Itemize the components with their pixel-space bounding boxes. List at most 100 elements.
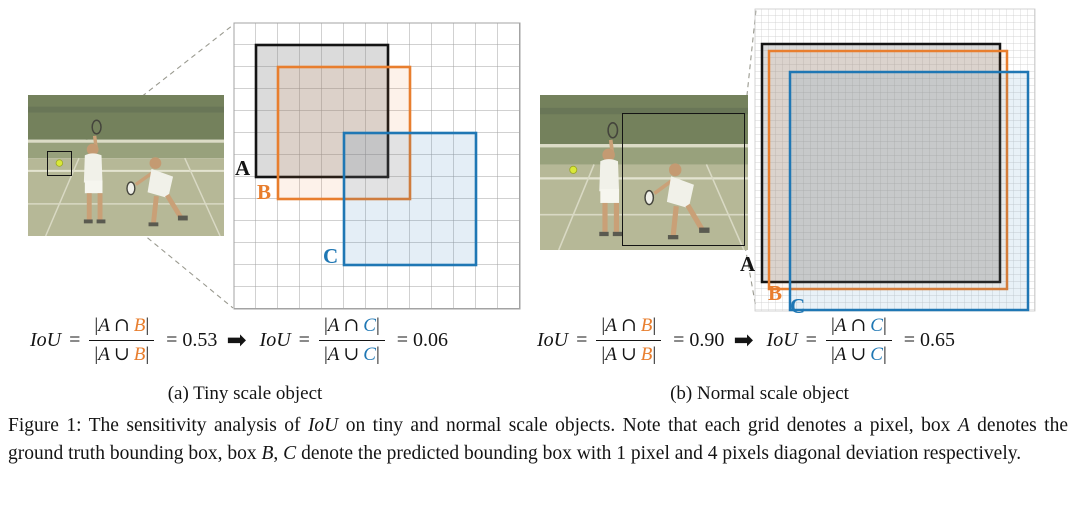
iou-symbol: IoU bbox=[537, 328, 569, 351]
pixel-grid-normal bbox=[754, 8, 1036, 312]
var-a: A bbox=[327, 343, 340, 365]
intersection-op: ∩ bbox=[343, 314, 360, 336]
var-a: A bbox=[605, 343, 617, 365]
player-left bbox=[599, 121, 623, 237]
tennis-scene bbox=[28, 95, 224, 236]
player-right bbox=[126, 157, 188, 227]
abs-bar: | bbox=[375, 343, 380, 365]
abs-bar: | bbox=[601, 343, 606, 365]
equals-sign: = bbox=[298, 328, 310, 351]
label-box-c: C bbox=[790, 294, 806, 318]
abs-bar: | bbox=[830, 315, 835, 336]
denominator: |A ∪ C| bbox=[826, 341, 892, 367]
iou-symbol: IoU bbox=[259, 328, 291, 351]
var-b: B bbox=[133, 315, 146, 336]
caption-text: Figure 1: The sensitivity analysis of bbox=[8, 415, 308, 436]
result-value: = 0.53 bbox=[166, 328, 218, 351]
caption-var-c: C bbox=[283, 443, 297, 465]
result-value: = 0.65 bbox=[903, 328, 956, 351]
intersection-op: ∩ bbox=[113, 314, 130, 336]
abs-bar: | bbox=[323, 315, 328, 336]
arrow-icon: ➡ bbox=[226, 326, 247, 355]
label-box-b: B bbox=[768, 281, 783, 305]
fraction: |A ∩ C| |A ∪ C| bbox=[825, 314, 892, 367]
denominator: |A ∪ C| bbox=[319, 341, 385, 367]
result-value: = 0.90 bbox=[673, 328, 725, 351]
caption-text: denote the predicted bounding box with 1… bbox=[296, 443, 1022, 465]
numerator: |A ∩ B| bbox=[596, 314, 662, 341]
label-box-a: A bbox=[740, 252, 756, 276]
label-box-a: A bbox=[235, 156, 251, 180]
union-op: ∪ bbox=[113, 342, 130, 365]
var-a: A bbox=[98, 315, 110, 336]
abs-bar: | bbox=[652, 343, 657, 365]
caption-text: on tiny and normal scale objects. Note t… bbox=[338, 415, 958, 436]
grid-cells bbox=[233, 22, 521, 310]
intersection-op: ∩ bbox=[850, 314, 867, 336]
abs-bar: | bbox=[882, 315, 887, 336]
fraction: |A ∩ C| |A ∪ C| bbox=[318, 314, 385, 367]
figure-caption: Figure 1: The sensitivity analysis of Io… bbox=[8, 412, 1068, 469]
abs-bar: | bbox=[830, 343, 835, 365]
box-a-ground-truth bbox=[760, 42, 1002, 284]
normal-object-bbox bbox=[622, 113, 745, 246]
var-a: A bbox=[834, 315, 847, 336]
iou-formula-a-b: IoU = |A ∩ B| |A ∪ B| = 0.53 bbox=[30, 314, 217, 367]
numerator: |A ∩ B| bbox=[89, 314, 155, 341]
iou-symbol: IoU bbox=[766, 328, 798, 351]
var-a: A bbox=[98, 343, 110, 365]
tennis-court-background bbox=[28, 95, 224, 236]
var-c: C bbox=[870, 315, 883, 336]
iou-formula-a-c: IoU = |A ∩ C| |A ∪ C| = 0.65 bbox=[767, 314, 956, 367]
tennis-ball bbox=[569, 165, 578, 174]
result-value: = 0.06 bbox=[396, 328, 449, 351]
equals-sign: = bbox=[805, 328, 817, 351]
var-a: A bbox=[605, 315, 617, 336]
pixel-grid-tiny bbox=[233, 22, 521, 310]
intersection-op: ∩ bbox=[620, 314, 637, 336]
formula-row-tiny: IoU = |A ∩ B| |A ∪ B| = 0.53 ➡ IoU = |A ∩ C| |… bbox=[30, 314, 448, 367]
denominator: |A ∪ B| bbox=[596, 341, 661, 367]
arrow-icon: ➡ bbox=[733, 326, 754, 355]
abs-bar: | bbox=[882, 343, 887, 365]
iou-symbol: IoU bbox=[30, 328, 62, 351]
var-c: C bbox=[363, 343, 376, 365]
iou-formula-a-c: IoU = |A ∩ C| |A ∪ C| = 0.06 bbox=[260, 314, 449, 367]
caption-text: denotes the ground truth bounding box, b… bbox=[8, 415, 1069, 465]
caption-var-a: A bbox=[957, 415, 970, 436]
abs-bar: | bbox=[601, 315, 606, 336]
abs-bar: | bbox=[145, 315, 150, 336]
abs-bar: | bbox=[323, 343, 328, 365]
var-a: A bbox=[834, 343, 847, 365]
var-c: C bbox=[870, 343, 883, 365]
caption-text: , bbox=[273, 443, 284, 465]
box-c-predicted bbox=[342, 131, 478, 267]
tennis-scene bbox=[540, 95, 748, 250]
subcaption-tiny: (a) Tiny scale object bbox=[167, 383, 323, 404]
tiny-object-bbox bbox=[47, 151, 72, 176]
var-b: B bbox=[133, 343, 146, 365]
box-b-predicted bbox=[767, 49, 1009, 291]
tennis-photo-normal bbox=[540, 95, 748, 250]
abs-bar: | bbox=[145, 343, 150, 365]
tennis-ball bbox=[55, 159, 64, 167]
abs-bar: | bbox=[375, 315, 380, 336]
abs-bar: | bbox=[652, 315, 657, 336]
numerator: |A ∩ C| bbox=[318, 314, 385, 341]
abs-bar: | bbox=[94, 343, 99, 365]
union-op: ∪ bbox=[620, 342, 637, 365]
var-b: B bbox=[640, 315, 653, 336]
union-op: ∪ bbox=[850, 342, 867, 365]
box-c-predicted bbox=[788, 70, 1030, 312]
numerator: |A ∩ C| bbox=[825, 314, 892, 341]
caption-iou: IoU bbox=[307, 415, 339, 436]
var-a: A bbox=[327, 315, 340, 336]
union-op: ∪ bbox=[343, 342, 360, 365]
tennis-photo-tiny bbox=[28, 95, 224, 236]
fraction: |A ∩ B| |A ∪ B| bbox=[89, 314, 155, 367]
tennis-court-background bbox=[540, 95, 748, 250]
denominator: |A ∪ B| bbox=[89, 341, 154, 367]
caption-var-b: B bbox=[261, 443, 274, 465]
iou-formula-a-b: IoU = |A ∩ B| |A ∪ B| = 0.90 bbox=[537, 314, 724, 367]
